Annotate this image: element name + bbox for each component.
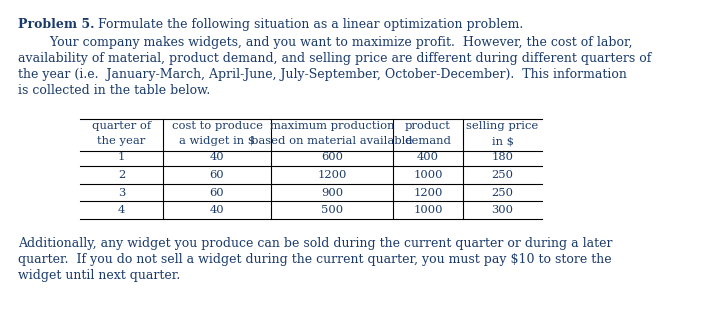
Text: product: product: [405, 121, 451, 131]
Text: Additionally, any widget you produce can be sold during the current quarter or d: Additionally, any widget you produce can…: [18, 237, 612, 250]
Text: 250: 250: [492, 187, 513, 197]
Text: the year: the year: [98, 137, 145, 147]
Text: a widget in $: a widget in $: [179, 137, 255, 147]
Text: 250: 250: [492, 170, 513, 180]
Text: is collected in the table below.: is collected in the table below.: [18, 84, 210, 97]
Text: widget until next quarter.: widget until next quarter.: [18, 269, 180, 282]
Text: cost to produce: cost to produce: [171, 121, 262, 131]
Text: 40: 40: [210, 205, 224, 215]
Text: 3: 3: [118, 187, 125, 197]
Text: demand: demand: [404, 137, 451, 147]
Text: 300: 300: [492, 205, 513, 215]
Text: maximum production: maximum production: [270, 121, 394, 131]
Text: selling price: selling price: [466, 121, 539, 131]
Text: 1: 1: [118, 152, 125, 162]
Text: Your company makes widgets, and you want to maximize profit.  However, the cost : Your company makes widgets, and you want…: [18, 36, 633, 49]
Text: Formulate the following situation as a linear optimization problem.: Formulate the following situation as a l…: [95, 18, 523, 31]
Text: 180: 180: [492, 152, 513, 162]
Text: based on material available: based on material available: [252, 137, 413, 147]
Text: the year (i.e.  January-March, April-June, July-September, October-December).  T: the year (i.e. January-March, April-June…: [18, 68, 627, 81]
Text: 900: 900: [321, 187, 343, 197]
Text: 60: 60: [210, 187, 224, 197]
Text: in $: in $: [492, 137, 513, 147]
Text: 1000: 1000: [414, 170, 442, 180]
Text: quarter.  If you do not sell a widget during the current quarter, you must pay $: quarter. If you do not sell a widget dur…: [18, 253, 612, 266]
Text: 2: 2: [118, 170, 125, 180]
Text: 500: 500: [321, 205, 343, 215]
Text: 600: 600: [321, 152, 343, 162]
Text: 400: 400: [417, 152, 439, 162]
Text: availability of material, product demand, and selling price are different during: availability of material, product demand…: [18, 52, 651, 65]
Text: 4: 4: [118, 205, 125, 215]
Text: 1000: 1000: [414, 205, 442, 215]
Text: 40: 40: [210, 152, 224, 162]
Text: 1200: 1200: [317, 170, 347, 180]
Text: 1200: 1200: [414, 187, 442, 197]
Text: 60: 60: [210, 170, 224, 180]
Text: quarter of: quarter of: [92, 121, 151, 131]
Text: Problem 5.: Problem 5.: [18, 18, 95, 31]
